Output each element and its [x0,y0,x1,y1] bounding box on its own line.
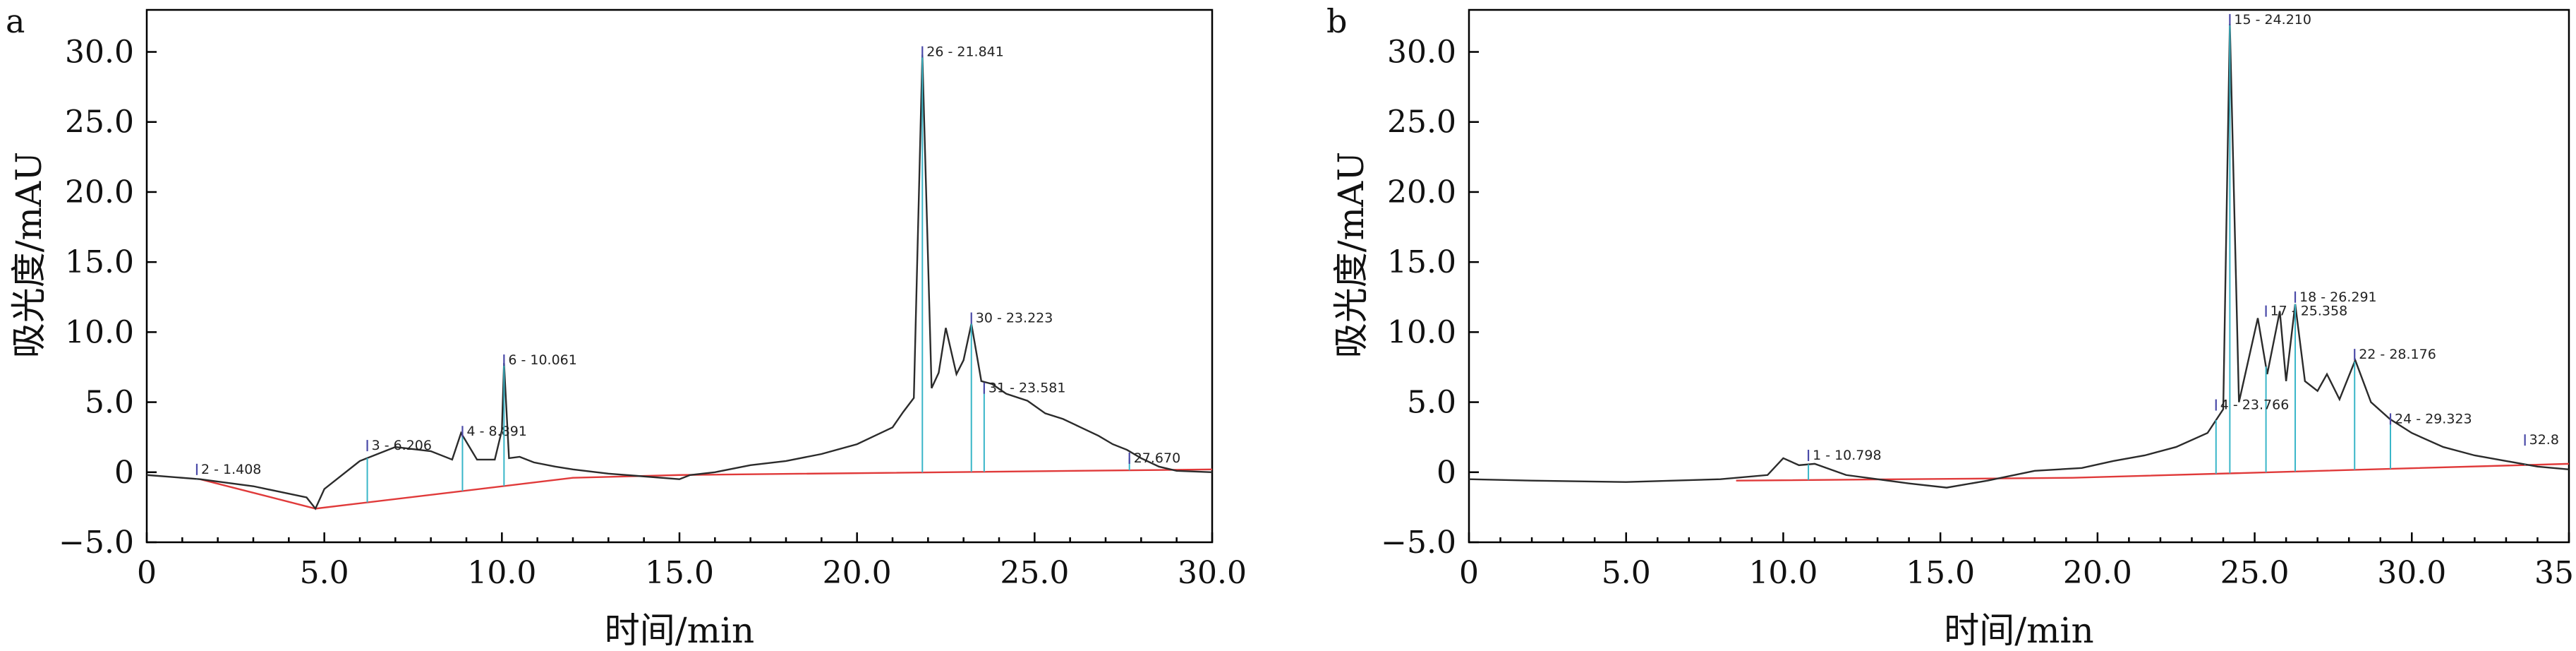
peak-label: 26 - 21.841 [926,44,1004,60]
peak-label: 27.670 [1134,450,1180,466]
x-axis-title: 时间/min [605,610,754,651]
y-tick-label: 15.0 [1387,244,1456,280]
x-tick-label: 0 [137,555,157,591]
y-tick-label: 10.0 [1387,314,1456,350]
y-tick-label: 15.0 [65,244,134,280]
chromatogram-panel-a: a0 5.0 10.0 15.0 20.0 25.0 30.0−5.005.010.015.… [6,2,1247,651]
y-tick-label: 5.0 [85,385,134,421]
integration-baseline [200,468,1213,510]
y-tick-label: 0 [114,455,134,491]
x-tick-label: 10.0 [1748,555,1818,591]
peak-label: 30 - 23.223 [976,311,1053,326]
panel-label: b [1326,2,1347,40]
y-tick-label: 0 [1437,455,1456,491]
plot-frame [145,8,1214,544]
peak-label: 32.8 [2529,432,2559,448]
y-axis-title: 吸光度/mAU [1331,152,1372,359]
y-tick-label: 20.0 [1387,174,1456,210]
x-tick-label: 15.0 [1906,555,1975,591]
peak-label: 4 - 23.766 [2220,398,2290,413]
x-tick-label: 15.0 [645,555,714,591]
peak-label: 24 - 29.323 [2395,411,2472,426]
peak-label: 3 - 6.206 [372,438,432,453]
y-tick-label: 25.0 [65,104,134,141]
x-tick-label: 25.0 [1000,555,1069,591]
x-tick-label: 0 [1459,555,1479,591]
peak-label: 22 - 28.176 [2359,347,2436,362]
peak-label: 15 - 24.210 [2234,12,2311,28]
y-tick-label: 30.0 [65,35,134,71]
x-tick-label: 20.0 [2063,555,2132,591]
peak-label: 31 - 23.581 [988,381,1066,396]
y-tick-label: 20.0 [65,174,134,210]
y-axis-title: 吸光度/mAU [8,152,49,359]
panel-label: a [6,2,25,40]
x-tick-label: 5.0 [300,555,349,591]
y-tick-label: 5.0 [1407,385,1456,421]
plot-frame [1468,8,2570,544]
peak-label: 17 - 25.358 [2270,304,2348,319]
x-tick-label: 25.0 [2220,555,2290,591]
x-tick-label: 30.0 [2377,555,2446,591]
x-tick-label: 20.0 [823,555,892,591]
x-tick-label: 10.0 [467,555,536,591]
chromatogram-trace [146,54,1213,510]
peak-label: 18 - 26.291 [2299,289,2377,305]
peak-label: 6 - 10.061 [508,352,577,368]
y-tick-label: −5.0 [59,525,134,561]
x-tick-label: 30.0 [1178,555,1247,591]
integration-baseline [1736,462,2570,482]
y-tick-label: −5.0 [1381,525,1456,561]
y-tick-label: 30.0 [1387,35,1456,71]
y-tick-label: 25.0 [1387,104,1456,141]
chromatogram-panel-b: b05.010.015.020.025.030.035.0−5.005.010.… [1326,2,2576,651]
x-tick-label: 35.0 [2534,555,2576,591]
peak-label: 4 - 8.891 [466,424,526,439]
peak-label: 1 - 10.798 [1813,448,1882,463]
y-tick-label: 10.0 [65,314,134,350]
peak-label: 2 - 1.408 [201,462,261,477]
x-tick-label: 5.0 [1602,555,1651,591]
x-axis-title: 时间/min [1944,610,2093,651]
